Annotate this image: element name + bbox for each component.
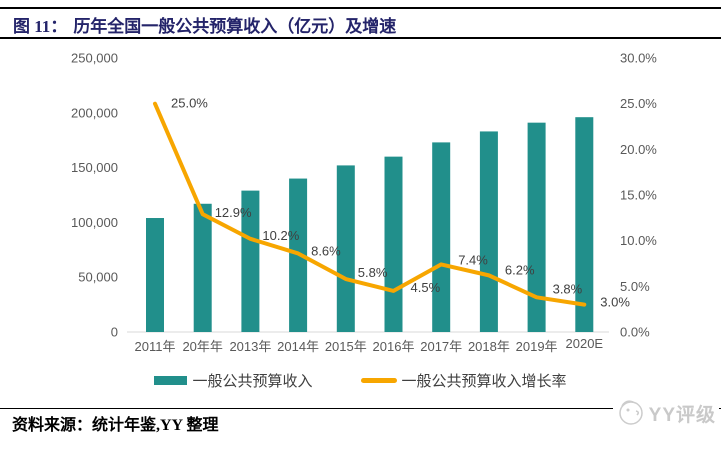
growth-data-label: 10.2% — [262, 228, 299, 243]
left-axis-tick: 50,000 — [78, 270, 118, 285]
yy-logo-text: YY评级 — [648, 404, 716, 426]
left-axis-tick: 0 — [111, 325, 118, 340]
yy-logo: YY评级 — [612, 396, 719, 430]
yy-logo-bird-icon — [618, 400, 643, 425]
bar-2017年 — [432, 142, 451, 332]
left-axis-tick: 100,000 — [71, 215, 118, 230]
figure-title-row: 图 11： 历年全国一般公共预算收入（亿元）及增速 — [13, 12, 713, 37]
x-axis-label: 20年年 — [182, 339, 222, 354]
x-axis-label: 2018年 — [468, 339, 510, 354]
growth-line — [153, 101, 587, 307]
x-axis-label: 2016年 — [373, 339, 415, 354]
title-rule — [0, 37, 721, 39]
x-axis-label: 2020E — [566, 336, 604, 351]
bar-2019年 — [527, 122, 546, 332]
left-axis-tick: 200,000 — [71, 105, 118, 120]
growth-data-label: 7.4% — [458, 252, 488, 267]
right-axis-tick: 15.0% — [620, 188, 657, 203]
x-axis-label: 2013年 — [229, 339, 271, 354]
x-axis-label: 2011年 — [135, 339, 176, 354]
top-rule — [0, 7, 721, 9]
line-series-swatch — [360, 378, 397, 383]
right-axis-tick: 5.0% — [620, 279, 650, 294]
right-axis-tick: 0.0% — [620, 325, 650, 340]
footer-rule — [0, 408, 721, 409]
bar-series-swatch — [154, 376, 188, 385]
right-axis-tick: 25.0% — [620, 96, 657, 111]
bar-2020E — [575, 117, 594, 333]
bar-2016年 — [384, 156, 403, 332]
chart-plot-area: 0 50,000 100,000 150,000 200,000 250,000 0.0% 5… — [71, 51, 657, 355]
figure-label: 图 11： — [13, 17, 68, 36]
legend-item-growth: 一般公共预算收入增长率 — [360, 370, 567, 391]
left-axis-tick: 250,000 — [71, 51, 118, 66]
growth-data-label: 25.0% — [171, 96, 208, 111]
x-axis-label: 2015年 — [325, 339, 367, 354]
growth-data-label: 3.8% — [553, 281, 583, 296]
growth-data-label: 3.0% — [600, 295, 630, 310]
growth-data-label: 12.9% — [215, 205, 252, 220]
legend-label-revenue: 一般公共预算收入 — [192, 373, 313, 390]
x-axis-label: 2014年 — [277, 339, 319, 354]
bar-20年年 — [193, 203, 212, 332]
bar-2011年 — [146, 218, 164, 332]
growth-data-label: 4.5% — [411, 280, 441, 295]
x-axis-label: 2017年 — [420, 339, 462, 354]
legend-item-revenue: 一般公共预算收入 — [154, 370, 313, 391]
right-axis-tick: 10.0% — [620, 233, 657, 248]
right-axis-tick: 30.0% — [620, 51, 657, 66]
source-note: 资料来源：统计年鉴,YY 整理 — [12, 417, 219, 434]
right-axis-tick: 20.0% — [620, 142, 657, 157]
chart-legend: 一般公共预算收入 一般公共预算收入增长率 — [0, 370, 721, 391]
bar-2013年 — [241, 190, 260, 332]
x-axis-label: 2019年 — [516, 339, 558, 354]
growth-data-label: 6.2% — [505, 262, 535, 277]
legend-label-growth: 一般公共预算收入增长率 — [401, 373, 567, 390]
left-axis-tick: 150,000 — [71, 160, 118, 175]
growth-data-label: 5.8% — [358, 265, 388, 280]
bar-2015年 — [336, 165, 355, 332]
bar-2018年 — [479, 131, 498, 332]
growth-data-label: 8.6% — [311, 243, 341, 258]
figure-title: 历年全国一般公共预算收入（亿元）及增速 — [73, 17, 397, 36]
